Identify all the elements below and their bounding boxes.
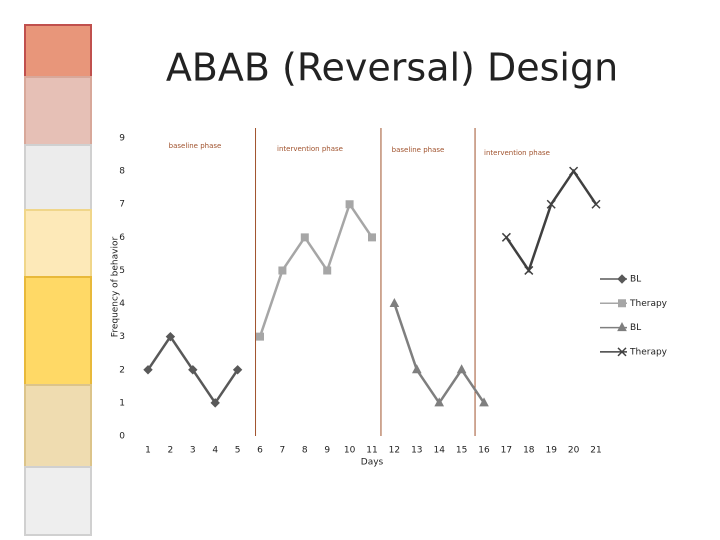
x-tick-label: 1 [145,446,151,456]
deco-block [24,209,92,278]
legend-label: Therapy [629,299,668,309]
y-tick-label: 4 [119,299,125,309]
data-point [300,233,309,242]
data-point [165,331,176,342]
side-decoration [24,24,92,536]
y-tick-label: 0 [119,432,125,442]
data-point [210,398,220,408]
deco-block [24,466,92,536]
data-point [591,199,601,209]
data-point [479,397,489,407]
legend-label: Therapy [629,347,668,357]
y-axis-label: Frequency of behavior [111,237,121,338]
x-tick-label: 21 [590,446,601,456]
deco-block [24,276,92,386]
phase-label: intervention phase [277,145,343,153]
series-line [505,168,598,274]
x-tick-label: 5 [235,446,241,456]
series-line [258,201,374,338]
data-point [368,233,376,242]
x-tick-label: 19 [545,446,557,456]
deco-block [24,384,92,468]
data-point [569,166,579,176]
data-point [524,265,534,275]
x-axis-label: Days [361,458,384,468]
y-tick-label: 1 [119,398,125,408]
data-point [389,297,400,308]
y-tick-label: 2 [119,365,125,375]
x-tick-label: 12 [389,446,400,456]
x-tick-label: 15 [456,446,467,456]
x-tick-label: 10 [344,446,356,456]
data-point [456,364,467,374]
x-tick-label: 7 [280,446,286,456]
x-tick-label: 4 [212,446,218,456]
data-point [345,200,354,209]
deco-block [24,76,92,146]
y-tick-label: 6 [119,233,125,243]
series-line [393,303,486,406]
x-tick-label: 17 [501,446,512,456]
data-point [143,365,153,375]
chart-title: ABAB (Reversal) Design [166,46,618,90]
legend-marker [617,322,627,332]
x-tick-label: 6 [257,446,263,456]
x-tick-label: 18 [523,446,535,456]
x-tick-label: 8 [302,446,308,456]
data-point [434,397,445,407]
x-tick-label: 20 [568,446,580,456]
data-point [188,365,198,375]
data-point [256,332,264,341]
deco-block [24,144,92,211]
data-point [501,232,511,242]
data-point [323,266,332,275]
legend-label: BL [630,323,641,333]
data-point [411,364,422,374]
y-tick-label: 8 [119,167,125,177]
legend-marker [618,299,626,308]
x-tick-label: 16 [478,446,490,456]
x-tick-label: 11 [366,446,377,456]
legend-marker [617,274,627,284]
phase-label: baseline phase [392,146,445,154]
x-tick-label: 14 [433,446,445,456]
x-tick-label: 13 [411,446,422,456]
x-tick-label: 2 [168,446,174,456]
phase-label: intervention phase [484,149,550,157]
x-tick-label: 9 [324,446,330,456]
y-tick-label: 7 [119,200,125,210]
data-point [232,365,243,375]
legend-marker [617,347,627,357]
y-tick-label: 3 [119,332,125,342]
legend-label: BL [630,275,641,285]
y-tick-label: 5 [119,266,125,276]
data-point [546,199,556,209]
y-tick-label: 9 [119,134,125,144]
deco-block [24,24,92,78]
phase-label: baseline phase [169,142,222,150]
x-tick-label: 3 [190,446,196,456]
data-point [278,266,287,275]
